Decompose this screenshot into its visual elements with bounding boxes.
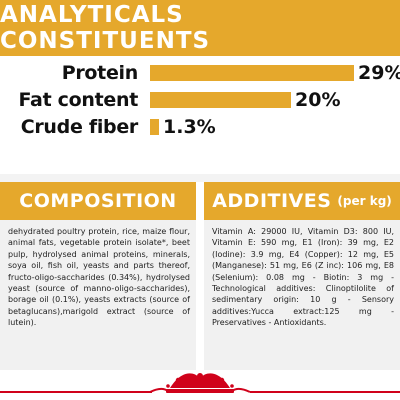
additives-text: Vitamin A: 29000 IU, Vitamin D3: 800 IU,… [212, 227, 394, 328]
analytical-constituents-banner: ANALYTICALS CONSTITUENTS [0, 0, 400, 56]
constituent-bar [150, 92, 291, 108]
additives-header: ADDITIVES (per kg) [204, 182, 400, 220]
constituent-bar [150, 119, 159, 135]
composition-panel: COMPOSITION dehydrated poultry protein, … [0, 182, 196, 370]
section-divider [0, 174, 400, 182]
additives-subtitle: (per kg) [337, 194, 392, 208]
constituent-value: 29% [358, 62, 400, 84]
constituent-row-protein: Protein 29% [0, 60, 400, 86]
banner-title: ANALYTICALS CONSTITUENTS [0, 2, 211, 54]
additives-title: ADDITIVES [212, 190, 332, 212]
constituent-row-fiber: Crude fiber 1.3% [0, 114, 400, 140]
constituent-row-fat: Fat content 20% [0, 87, 400, 113]
additives-panel: ADDITIVES (per kg) Vitamin A: 29000 IU, … [204, 182, 400, 370]
constituent-bar [150, 65, 354, 81]
constituent-value: 1.3% [163, 116, 216, 138]
constituent-value: 20% [295, 89, 341, 111]
brand-footer [0, 373, 400, 393]
crown-logo-icon [149, 373, 251, 393]
composition-header: COMPOSITION [0, 182, 196, 220]
composition-title: COMPOSITION [19, 190, 177, 212]
constituent-label: Fat content [18, 89, 138, 111]
composition-text: dehydrated poultry protein, rice, maize … [8, 227, 190, 328]
constituent-label: Protein [61, 62, 139, 84]
constituent-label: Crude fiber [20, 116, 139, 138]
